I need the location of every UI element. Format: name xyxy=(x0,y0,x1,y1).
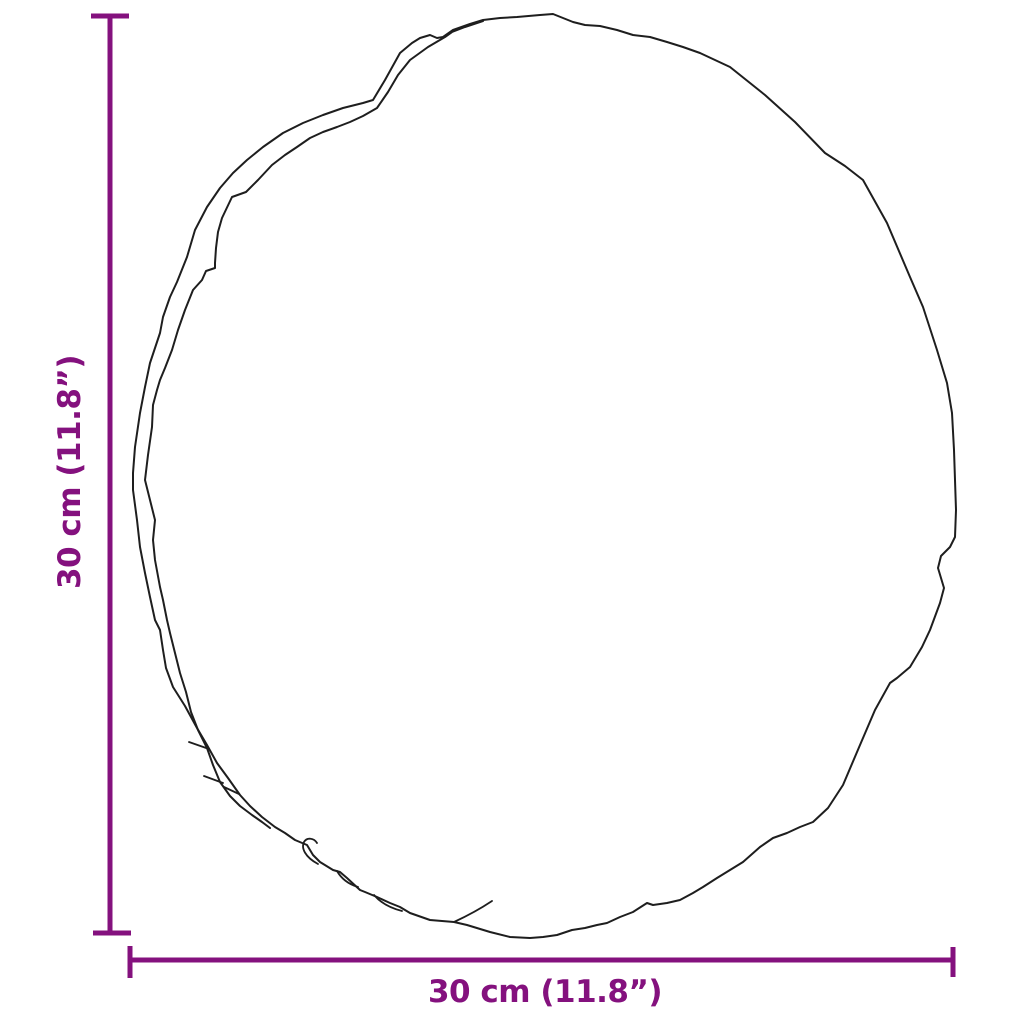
height-dimension-label: 30 cm (11.8”) xyxy=(52,354,88,590)
dimension-lines xyxy=(91,13,956,978)
pad-wrinkle-lines xyxy=(188,741,493,923)
horizontal-dimension-line xyxy=(127,946,956,978)
pad-seam-line xyxy=(144,20,484,829)
product-outline-drawing xyxy=(132,13,957,939)
pad-outline xyxy=(132,13,957,939)
width-dimension-label: 30 cm (11.8”) xyxy=(427,974,663,1010)
vertical-dimension-line xyxy=(91,13,131,936)
